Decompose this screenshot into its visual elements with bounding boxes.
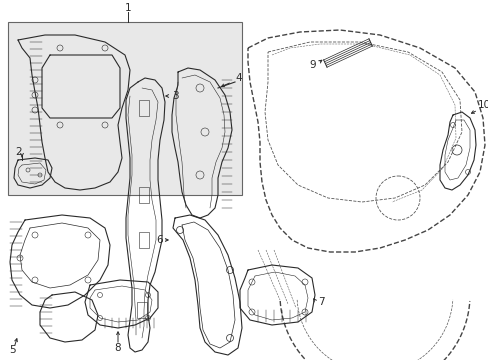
Text: 5: 5 bbox=[9, 345, 15, 355]
Text: 2: 2 bbox=[15, 147, 21, 157]
Text: 8: 8 bbox=[115, 343, 121, 353]
Bar bbox=[139, 232, 149, 248]
Text: 10: 10 bbox=[477, 100, 488, 110]
Bar bbox=[8, 22, 242, 195]
Text: 7: 7 bbox=[317, 297, 324, 307]
Bar bbox=[139, 100, 149, 116]
Text: 9: 9 bbox=[309, 60, 316, 70]
Bar bbox=[139, 187, 149, 203]
Text: 4: 4 bbox=[235, 73, 241, 83]
Text: 3: 3 bbox=[172, 91, 178, 101]
Text: 1: 1 bbox=[124, 3, 131, 13]
Text: 6: 6 bbox=[156, 235, 163, 245]
Bar bbox=[137, 302, 147, 318]
